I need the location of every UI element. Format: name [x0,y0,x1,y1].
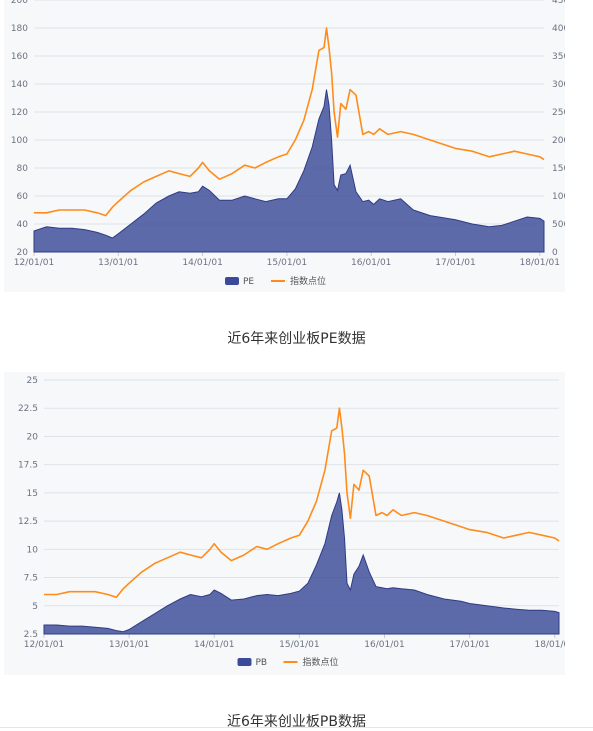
pe-chart-svg: 2040608010012014016018020005001000150020… [11,0,565,287]
left-axis-tick-label: 200 [11,0,28,6]
x-axis-tick-label: 16/01/01 [351,258,391,268]
pe-chart: 2040608010012014016018020005001000150020… [4,0,565,292]
x-axis-tick-label: 17/01/01 [449,640,489,650]
x-axis-tick-label: 13/01/01 [109,640,149,650]
series-line [34,27,545,217]
x-axis-tick-label: 14/01/01 [182,258,222,268]
x-axis-tick-label: 18/01/01 [520,258,560,268]
x-axis-tick-label: 13/01/01 [98,258,138,268]
left-axis-tick-label: 7.5 [24,574,38,584]
right-axis-tick-label: 3000 [552,80,565,90]
left-axis-tick-label: 60 [17,192,29,202]
pb-chart-svg: 2.557.51012.51517.52022.5250500100015002… [18,376,565,668]
right-axis-tick-label: 4000 [552,24,565,34]
left-axis-tick-label: 180 [11,24,28,34]
x-axis-tick-label: 15/01/01 [267,258,307,268]
legend: PB 指数点位 [237,656,339,668]
right-axis-tick-label: 500 [552,220,565,230]
left-axis-tick-label: 22.5 [18,404,38,414]
left-axis-tick-label: 17.5 [18,461,38,471]
legend-label: 指数点位 [303,656,339,668]
legend-label: PB [256,658,268,668]
left-axis-tick-label: 100 [11,136,28,146]
legend-label: 指数点位 [290,275,326,287]
left-axis-tick-label: 2.5 [24,630,38,640]
right-axis-tick-label: 1000 [552,192,565,202]
pe-chart-caption: 近6年来创业板PE数据 [227,331,366,347]
left-axis-tick-label: 40 [17,220,29,230]
legend-swatch-PB [237,658,252,666]
left-axis-tick-label: 20 [27,432,39,442]
legend-swatch-PE [225,277,239,285]
series-line [44,407,560,599]
left-axis-tick-label: 10 [27,545,39,555]
left-axis-tick-label: 25 [27,376,38,386]
x-axis-tick-label: 17/01/01 [435,258,475,268]
left-axis-tick-label: 5 [32,602,38,612]
x-axis-tick-label: 15/01/01 [279,640,319,650]
right-axis-tick-label: 1500 [552,164,565,174]
pb-chart-caption: 近6年来创业板PB数据 [227,714,366,730]
left-axis-tick-label: 12.5 [18,517,38,527]
x-axis-tick-label: 18/01/01 [535,640,565,650]
right-axis-tick-label: 0 [552,248,558,258]
legend-label: PE [243,277,254,287]
x-axis-tick-label: 16/01/01 [364,640,404,650]
left-axis-tick-label: 15 [27,489,38,499]
pb-chart: 2.557.51012.51517.52022.5250500100015002… [4,372,565,675]
left-axis-tick-label: 140 [11,80,28,90]
right-axis-tick-label: 3500 [552,52,565,62]
series-area-PE [33,89,545,253]
left-axis-tick-label: 20 [17,248,29,258]
divider [0,727,593,728]
right-axis-tick-label: 2500 [552,108,565,118]
legend: PE 指数点位 [225,275,326,287]
series-area-PB [43,492,560,635]
x-axis-tick-label: 14/01/01 [194,640,234,650]
x-axis-tick-label: 12/01/01 [14,258,54,268]
left-axis-tick-label: 80 [17,164,29,174]
left-axis-tick-label: 160 [11,52,28,62]
left-axis-tick-label: 120 [11,108,28,118]
right-axis-tick-label: 4500 [552,0,565,6]
x-axis-tick-label: 12/01/01 [24,640,64,650]
